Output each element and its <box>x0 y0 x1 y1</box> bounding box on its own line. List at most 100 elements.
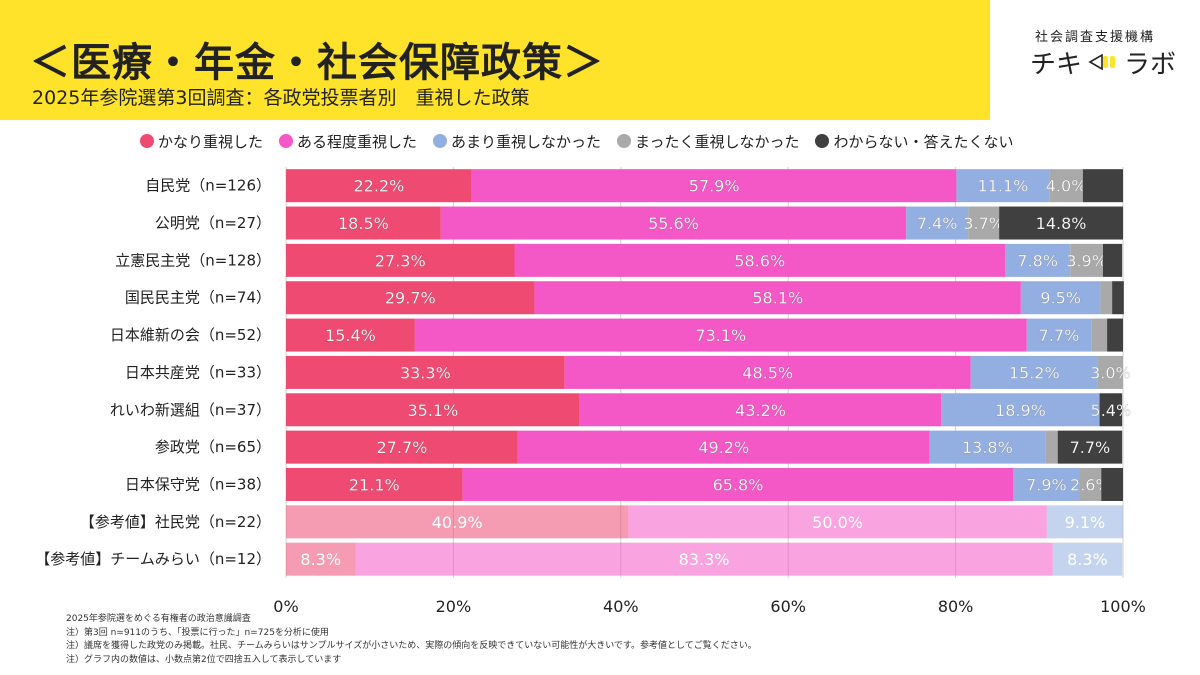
x-tick-label: 80% <box>938 597 974 616</box>
bar-segment <box>1091 318 1108 352</box>
bar-segment <box>1052 542 1123 576</box>
category-label: 【参考値】社民党（n=22） <box>80 513 271 531</box>
bar-segment <box>1049 169 1083 203</box>
data-label: 9.1% <box>1065 513 1106 532</box>
data-label: 27.3% <box>375 251 426 270</box>
bar-segment <box>286 542 356 576</box>
footnote-parties: 注）議席を獲得した政党のみ掲載。社民、チームみらいはサンプルサイズが小さいため、… <box>66 641 757 651</box>
bar-segment <box>1070 243 1103 277</box>
category-label: 日本維新の会（n=52） <box>110 326 271 344</box>
data-label: 2.6% <box>1070 475 1111 494</box>
bar-segment <box>999 206 1123 240</box>
data-label: 43.2% <box>735 401 786 420</box>
data-label: 9.5% <box>1040 289 1081 308</box>
bar-segment <box>286 169 472 203</box>
legend-label: あまり重視しなかった <box>451 132 602 151</box>
bar-segment <box>628 505 1047 539</box>
bar-segment <box>286 206 441 240</box>
footnote-source: 2025年参院選をめぐる有権者の政治意識調査 <box>66 614 251 624</box>
bar-segment <box>1107 318 1123 352</box>
footnote-rounding: 注）グラフ内の数値は、小数点第2位で四捨五入して表示しています <box>66 654 342 665</box>
legend-item-3: あまり重視しなかった <box>433 131 601 152</box>
legend-label: ある程度重視した <box>297 132 418 151</box>
category-label: 【参考値】チームみらい（n=12） <box>35 550 271 568</box>
megaphone-icon <box>1088 48 1118 78</box>
category-label: 参政党（n=65） <box>155 438 271 456</box>
data-label: 7.7% <box>1039 326 1080 345</box>
brand-name-left: チキ <box>1030 50 1083 80</box>
bar-segment <box>956 169 1050 203</box>
data-label: 50.0% <box>812 513 863 532</box>
bar-segment <box>970 355 1098 389</box>
x-tick-label: 40% <box>603 597 639 616</box>
bar-segment <box>286 430 518 464</box>
bar-segment <box>1057 430 1123 464</box>
x-tick-label: 100% <box>1100 597 1146 616</box>
bar-segment <box>462 467 1014 501</box>
bar-segment <box>1045 430 1058 464</box>
data-label: 18.5% <box>338 214 389 233</box>
data-label: 5.4% <box>1091 401 1132 420</box>
bar-segment <box>286 318 415 352</box>
data-label: 48.5% <box>742 363 793 382</box>
bar-segment <box>1102 243 1123 277</box>
data-label: 14.8% <box>1036 214 1087 233</box>
legend-swatch <box>815 134 830 148</box>
x-tick-label: 60% <box>770 597 806 616</box>
data-label: 58.6% <box>734 251 785 270</box>
bar-segment <box>564 355 971 389</box>
data-label: 33.3% <box>400 363 451 382</box>
bar-segment <box>286 505 629 539</box>
data-label: 22.2% <box>353 177 404 196</box>
bar-segment <box>414 318 1027 352</box>
bar-segment <box>355 542 1053 576</box>
data-label: 57.9% <box>689 177 740 196</box>
bar-segment <box>579 393 942 427</box>
data-label: 7.4% <box>917 214 958 233</box>
bar-segment <box>1026 318 1092 352</box>
chart-legend: かなり重視した ある程度重視した あまり重視しなかった まったく重視しなかった わからな… <box>140 130 1029 152</box>
bar-segment <box>1099 393 1123 427</box>
x-tick-label: 0% <box>273 597 298 616</box>
bar-segment <box>941 393 1100 427</box>
legend-item-2: ある程度重視した <box>279 131 417 152</box>
page-subtitle: 2025年参院選第3回調査：各政党投票者別 重視した政策 <box>32 87 530 109</box>
data-label: 49.2% <box>698 438 749 457</box>
category-label: 国民民主党（n=74） <box>125 289 271 307</box>
bar-segment <box>471 169 957 203</box>
bar-segment <box>968 206 1000 240</box>
data-label: 83.3% <box>679 550 730 569</box>
legend-label: かなり重視した <box>158 132 264 151</box>
data-label: 7.7% <box>1070 438 1111 457</box>
bar-segment <box>286 393 580 427</box>
category-label: 日本共産党（n=33） <box>125 363 271 381</box>
bar-segment <box>1100 281 1113 315</box>
legend-item-5: わからない・答えたくない <box>815 131 1013 152</box>
legend-swatch <box>433 134 448 148</box>
bar-segment <box>929 430 1046 464</box>
data-label: 73.1% <box>695 326 746 345</box>
bar-segment <box>1112 281 1124 315</box>
data-label: 55.6% <box>648 214 699 233</box>
data-label: 65.8% <box>713 475 764 494</box>
bar-segment <box>440 206 907 240</box>
bar-segment <box>286 243 515 277</box>
brand-org-name: 社会調査支援機構 <box>1035 30 1156 45</box>
data-label: 35.1% <box>407 401 458 420</box>
bar-segment <box>286 355 565 389</box>
bar-segment <box>514 243 1005 277</box>
data-label: 3.9% <box>1066 251 1107 270</box>
footnote-sample: 注）第3回 n=911のうち、「投票に行った」n=725を分析に使用 <box>66 627 329 638</box>
legend-label: まったく重視しなかった <box>635 132 800 151</box>
data-label: 21.1% <box>349 475 400 494</box>
data-label: 15.2% <box>1009 363 1060 382</box>
data-label: 7.9% <box>1026 475 1067 494</box>
category-label: 立憲民主党（n=128） <box>115 251 271 269</box>
bar-segment <box>286 281 535 315</box>
bar-segment <box>1020 281 1101 315</box>
data-label: 4.0% <box>1046 177 1087 196</box>
bar-segment <box>1082 169 1123 203</box>
legend-item-1: かなり重視した <box>140 131 263 152</box>
page-title: ＜医療・年金・社会保障政策＞ <box>30 40 604 86</box>
